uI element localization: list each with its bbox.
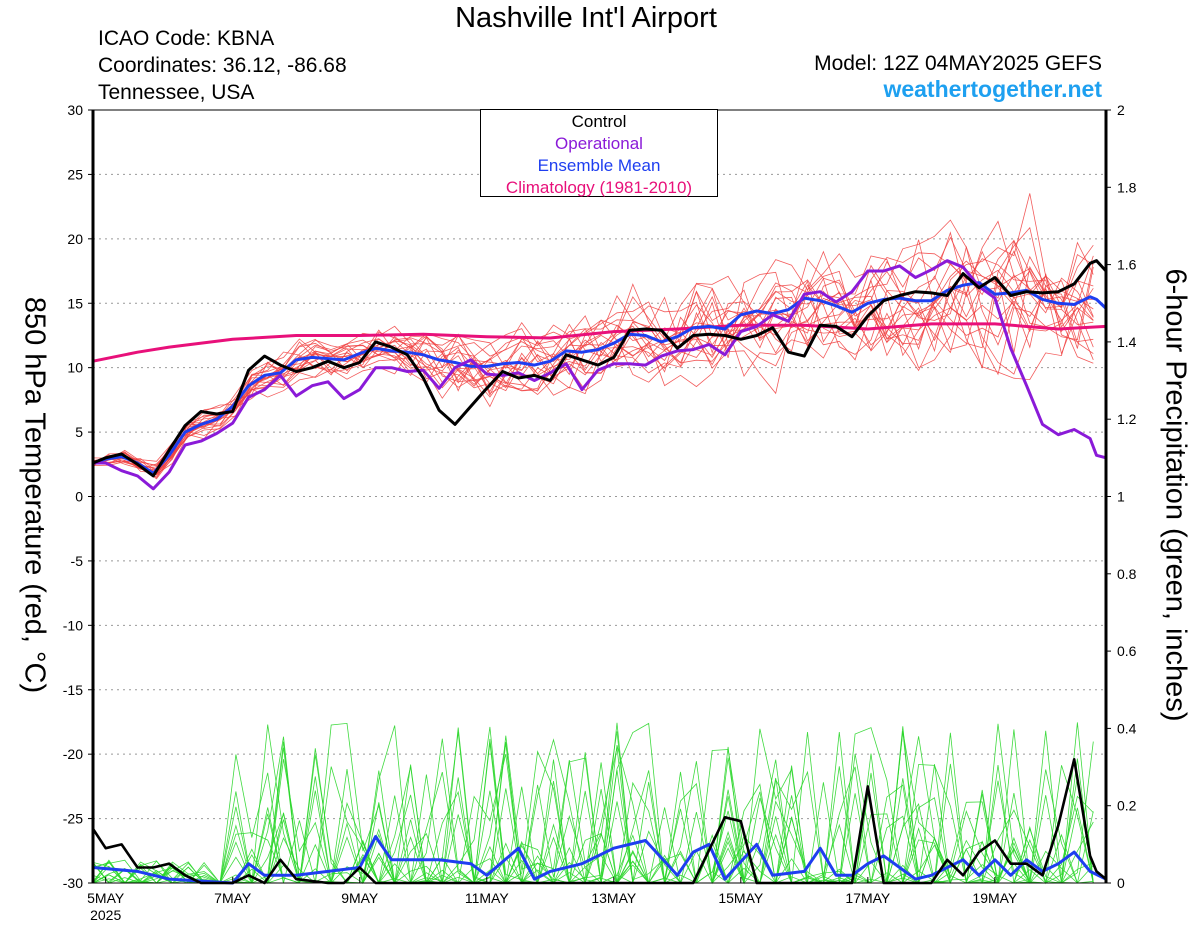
icao-code: ICAO Code: KBNA <box>98 27 275 50</box>
y-right-tick-label: 0.2 <box>1117 798 1137 814</box>
y-axis-left-label: 850 hPa Temperature (red, °C) <box>18 296 51 694</box>
y-left-tick-label: -30 <box>63 875 83 891</box>
tick-labels: 302520151050-5-10-15-20-25-3021.81.61.41… <box>63 102 1137 923</box>
x-tick-label: 19MAY <box>972 890 1018 906</box>
x-tick-label: 7MAY <box>214 890 252 906</box>
temperature-operational-line <box>93 259 1107 491</box>
precipitation-member-line <box>92 722 1094 885</box>
location: Tennessee, USA <box>98 81 255 104</box>
site-credit: weathertogether.net <box>883 76 1102 102</box>
x-tick-label: 15MAY <box>718 890 764 906</box>
y-left-tick-label: 25 <box>67 166 83 182</box>
temperature-member-line <box>92 252 1094 470</box>
temperature-member-line <box>92 258 1094 473</box>
gridlines <box>93 173 1106 820</box>
temperature-climatology-line <box>92 322 1107 363</box>
y-right-tick-label: 1.2 <box>1117 411 1137 427</box>
y-left-tick-label: -15 <box>63 682 83 698</box>
y-left-tick-label: 5 <box>75 424 83 440</box>
y-left-tick-label: 0 <box>75 489 83 505</box>
y-right-tick-label: 1.8 <box>1117 179 1137 195</box>
legend-entry-climatology: Climatology (1981-2010) <box>505 178 693 197</box>
y-right-tick-label: 0.8 <box>1117 566 1137 582</box>
precipitation-control-line <box>91 758 1107 885</box>
model-run: Model: 12Z 04MAY2025 GEFS <box>814 52 1102 75</box>
y-left-tick-label: -5 <box>71 553 84 569</box>
temperature-member-line <box>92 250 1094 474</box>
x-tick-label: 9MAY <box>341 890 379 906</box>
temperature-member-line <box>92 250 1094 470</box>
y-left-tick-label: -10 <box>63 617 83 633</box>
x-tick-label: 5MAY <box>87 890 125 906</box>
legend-entry-operational: Operational <box>555 134 643 153</box>
y-left-tick-label: 15 <box>67 295 83 311</box>
y-right-tick-label: 0.4 <box>1117 720 1137 736</box>
ensemble-temperature-members <box>92 193 1094 480</box>
precipitation-mean-line <box>92 835 1107 885</box>
y-right-tick-label: 2 <box>1117 102 1125 118</box>
legend-entry-ensemble-mean: Ensemble Mean <box>537 156 661 175</box>
legend: Control Operational Ensemble Mean Climat… <box>480 109 718 197</box>
x-tick-label: 11MAY <box>465 890 509 906</box>
y-right-tick-label: 1.6 <box>1117 257 1137 273</box>
precipitation-member-line <box>92 731 1094 885</box>
temperature-member-line <box>92 239 1094 469</box>
highlighted-series <box>91 259 1108 885</box>
legend-entry-control: Control <box>571 112 627 131</box>
x-tick-sublabel: 2025 <box>90 907 121 923</box>
y-right-tick-label: 0 <box>1117 875 1125 891</box>
coordinates: Coordinates: 36.12, -86.68 <box>98 54 347 77</box>
precipitation-member-line <box>92 729 1094 884</box>
y-axis-right-label: 6-hour Precipitation (green, inches) <box>1159 268 1192 722</box>
y-left-tick-label: -20 <box>63 746 83 762</box>
y-right-tick-label: 1.4 <box>1117 334 1137 350</box>
y-right-tick-label: 0.6 <box>1117 643 1137 659</box>
y-right-tick-label: 1 <box>1117 489 1125 505</box>
x-tick-label: 17MAY <box>845 890 891 906</box>
temperature-control-line <box>92 259 1108 478</box>
x-tick-label: 13MAY <box>591 890 637 906</box>
y-left-tick-label: 20 <box>67 231 83 247</box>
temperature-member-line <box>92 239 1094 480</box>
y-left-tick-label: -25 <box>63 811 83 827</box>
y-left-tick-label: 10 <box>67 360 83 376</box>
y-left-tick-label: 30 <box>67 102 83 118</box>
chart-title: Nashville Int'l Airport <box>455 2 717 34</box>
precipitation-member-line <box>92 736 1094 884</box>
